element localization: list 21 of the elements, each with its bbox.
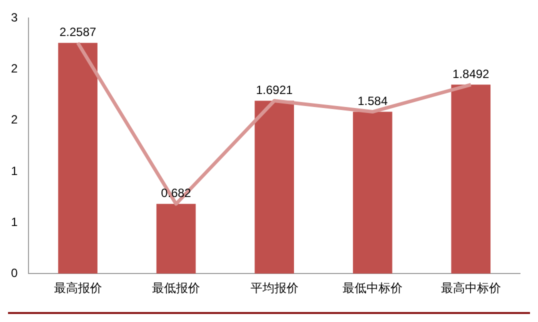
data-label: 0.682 (161, 186, 192, 200)
y-tick-label: 0 (10, 266, 18, 280)
x-tick-label: 最高中标价 (440, 280, 501, 295)
bar (352, 112, 392, 274)
bar (254, 100, 294, 274)
y-tick-label: 2 (10, 112, 18, 127)
y-tick-label: 1 (10, 214, 18, 229)
y-tick-label: 1 (10, 164, 18, 178)
data-label: 2.2587 (59, 25, 96, 40)
data-label: 1.6921 (256, 83, 294, 98)
bar (58, 42, 98, 274)
data-label: 1.8492 (452, 67, 490, 81)
x-tick-label: 最低报价 (152, 280, 200, 295)
x-tick-label: 最低中标价 (342, 280, 403, 295)
y-tick-label: 2 (10, 62, 18, 76)
data-label: 1.584 (358, 94, 388, 108)
x-tick-label: 平均报价 (250, 280, 298, 295)
bar (451, 84, 491, 274)
y-tick-label: 3 (10, 10, 18, 25)
x-tick-label: 最高报价 (54, 280, 102, 295)
bar (156, 204, 196, 274)
